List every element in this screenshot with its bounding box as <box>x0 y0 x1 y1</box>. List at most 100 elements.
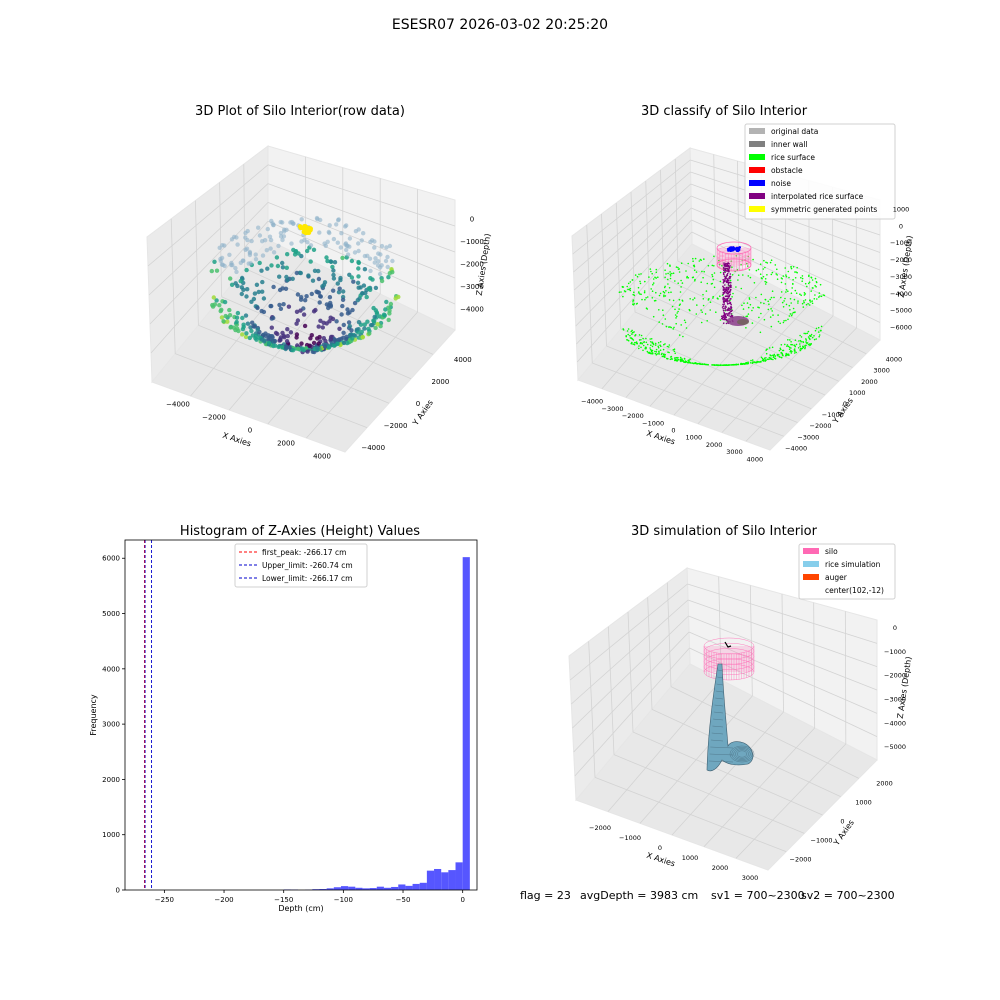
rice-surface-point <box>668 351 670 354</box>
rice-surface-point <box>663 291 666 294</box>
rice-surface-point <box>677 268 680 271</box>
grid-line <box>663 277 853 368</box>
interpolated-point <box>724 315 727 318</box>
rice-surface-point <box>752 258 754 261</box>
rice-surface-point <box>702 298 705 300</box>
rice-surface-point <box>803 332 805 335</box>
data-point <box>285 327 290 332</box>
rice-surface-point <box>767 308 770 311</box>
data-point <box>344 247 349 253</box>
rice-surface-point <box>646 350 649 353</box>
y-tick-label: −3000 <box>797 433 819 441</box>
rice-surface-point <box>813 298 816 300</box>
y-tick-label: −4000 <box>785 444 807 452</box>
z-tick-label: −2000 <box>460 261 484 269</box>
x-tick-label: 3000 <box>726 448 743 456</box>
grid-line <box>147 164 269 267</box>
rice-surface-point <box>747 362 749 365</box>
data-point <box>359 329 364 335</box>
rice-surface-point <box>771 310 773 312</box>
data-point <box>360 291 365 296</box>
data-point <box>294 270 299 276</box>
interpolated-point <box>726 292 729 295</box>
rice-surface-point <box>794 344 796 347</box>
x-tick-label: −3000 <box>602 405 624 413</box>
rice-surface-point <box>784 267 786 269</box>
rice-surface-point <box>650 352 652 355</box>
interpolated-point <box>730 306 732 308</box>
rice-surface-point <box>640 293 642 296</box>
rice-surface-point <box>667 278 669 281</box>
legend-swatch-0 <box>749 128 765 134</box>
data-point <box>344 223 349 228</box>
rice-surface-point <box>786 345 788 348</box>
rice-surface-point <box>790 292 793 295</box>
rice-surface-point <box>808 281 811 284</box>
rice-surface-point <box>639 342 642 345</box>
rice-surface-point <box>636 302 638 305</box>
data-point <box>240 326 246 332</box>
data-point <box>341 322 346 328</box>
noise-point <box>727 249 730 252</box>
hist-bar-13 <box>383 887 392 890</box>
rice-surface-point <box>737 274 740 277</box>
rice-surface-point <box>650 344 652 347</box>
rice-surface-point <box>790 343 792 346</box>
data-point <box>212 302 218 307</box>
rice-surface-point <box>819 295 821 297</box>
data-point <box>265 226 270 232</box>
data-point <box>254 282 260 287</box>
data-point <box>238 278 243 284</box>
rice-surface-point <box>777 354 780 356</box>
x-tick-label: 2000 <box>712 864 729 872</box>
grid-line <box>660 169 664 279</box>
data-point <box>305 349 310 354</box>
data-point <box>263 331 268 336</box>
z-tick-label: −4000 <box>460 306 484 314</box>
rice-surface-point <box>740 287 743 290</box>
data-point <box>280 260 285 266</box>
rice-surface-point <box>705 290 708 292</box>
data-point <box>356 248 361 254</box>
rice-surface-point <box>658 353 660 355</box>
interpolated-point <box>728 302 731 305</box>
rice-surface-point <box>815 286 817 288</box>
legend-label-1: rice simulation <box>825 560 881 569</box>
rice-surface-point <box>721 264 723 267</box>
rice-surface-point <box>677 310 679 313</box>
data-point <box>248 261 253 266</box>
y-tick-label: 1000 <box>855 799 872 807</box>
rice-surface-point <box>780 277 783 279</box>
rice-surface-point <box>783 320 785 322</box>
x-axis-label: X Axies <box>645 851 676 869</box>
hist-bar-21 <box>441 872 449 890</box>
rice-surface-point <box>745 327 747 329</box>
rice-surface-point <box>678 304 681 307</box>
rice-surface-point <box>674 357 677 359</box>
histogram-legend: first_peak: -266.17 cm Upper_limit: -260.… <box>234 543 368 588</box>
rice-surface-point <box>649 347 651 349</box>
data-point <box>245 287 250 292</box>
rice-surface-point <box>650 270 652 273</box>
y-tick-label: −4000 <box>361 444 385 452</box>
rice-surface-point <box>800 294 802 297</box>
x-axis-label: Depth (cm) <box>278 904 323 913</box>
data-point <box>278 335 283 340</box>
legend-swatch-2 <box>749 154 765 160</box>
rice-surface-point <box>684 360 687 362</box>
data-point <box>219 315 225 320</box>
interpolated-point <box>726 314 729 317</box>
hist-bar-14 <box>391 886 399 890</box>
y-tick-label: −1000 <box>811 837 833 845</box>
rice-surface-point <box>687 262 689 265</box>
data-point <box>261 296 267 301</box>
y-tick-label: 2000 <box>102 776 120 784</box>
data-point <box>278 306 284 311</box>
data-point <box>302 323 308 329</box>
interpolated-point <box>725 300 727 302</box>
x-tick-label: 3000 <box>742 874 759 882</box>
data-point <box>312 268 318 273</box>
simulation-plot-3d: silo rice simulation auger center(102,-12) −… <box>568 543 913 882</box>
legend-swatch-6 <box>749 206 765 212</box>
rice-mesh-line <box>712 725 724 728</box>
